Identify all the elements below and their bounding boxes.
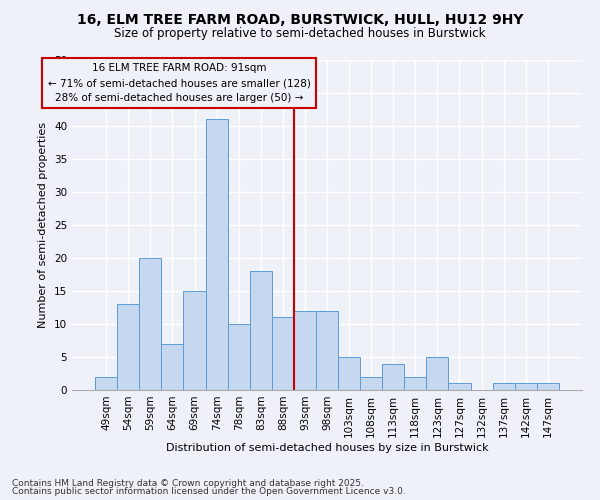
Bar	[537, 384, 559, 390]
Bar	[250, 271, 272, 390]
X-axis label: Distribution of semi-detached houses by size in Burstwick: Distribution of semi-detached houses by …	[166, 442, 488, 452]
Bar	[184, 291, 206, 390]
Bar	[294, 311, 316, 390]
Text: Contains HM Land Registry data © Crown copyright and database right 2025.: Contains HM Land Registry data © Crown c…	[12, 478, 364, 488]
Bar	[117, 304, 139, 390]
Text: 16, ELM TREE FARM ROAD, BURSTWICK, HULL, HU12 9HY: 16, ELM TREE FARM ROAD, BURSTWICK, HULL,…	[77, 12, 523, 26]
Bar	[448, 384, 470, 390]
Bar	[272, 318, 294, 390]
Bar	[404, 377, 427, 390]
Bar	[161, 344, 184, 390]
Y-axis label: Number of semi-detached properties: Number of semi-detached properties	[38, 122, 49, 328]
Bar	[338, 357, 360, 390]
Bar	[360, 377, 382, 390]
Text: Size of property relative to semi-detached houses in Burstwick: Size of property relative to semi-detach…	[114, 28, 486, 40]
Bar	[206, 120, 227, 390]
Bar	[95, 377, 117, 390]
Bar	[515, 384, 537, 390]
Bar	[427, 357, 448, 390]
Bar	[139, 258, 161, 390]
Text: Contains public sector information licensed under the Open Government Licence v3: Contains public sector information licen…	[12, 487, 406, 496]
Bar	[316, 311, 338, 390]
Text: 16 ELM TREE FARM ROAD: 91sqm
← 71% of semi-detached houses are smaller (128)
28%: 16 ELM TREE FARM ROAD: 91sqm ← 71% of se…	[47, 64, 311, 103]
Bar	[493, 384, 515, 390]
Bar	[382, 364, 404, 390]
Bar	[227, 324, 250, 390]
